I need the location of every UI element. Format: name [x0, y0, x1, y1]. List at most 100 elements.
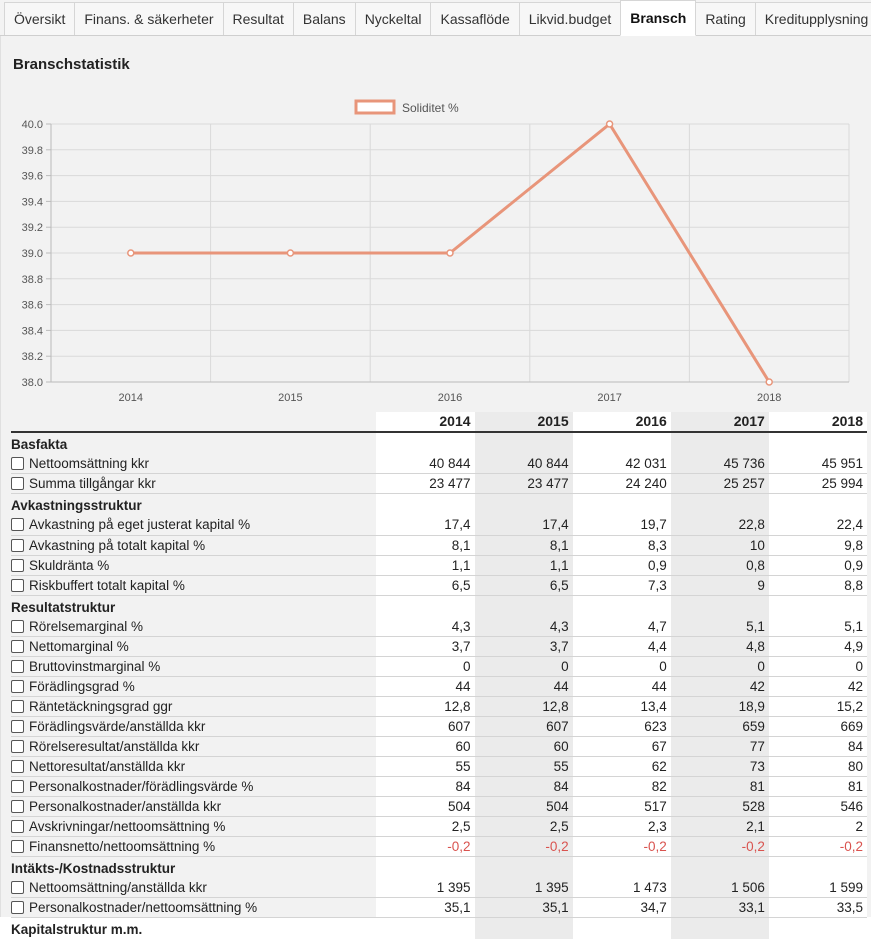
row-checkbox[interactable] [11, 759, 24, 773]
table-row: Avskrivningar/nettoomsättning % 2,5 2,5 2,3… [11, 816, 867, 837]
section-spacer-cell [768, 917, 867, 939]
value-cell: 44 [376, 676, 475, 697]
value-cell: 607 [474, 716, 573, 737]
value-cell: 504 [376, 796, 475, 817]
row-label: Skuldränta % [29, 557, 110, 573]
industry-statistics-table-wrap: 2014 2015 2016 2017 2018 Basfakta Nettoomsätt… [11, 412, 867, 939]
row-checkbox[interactable] [11, 679, 24, 693]
value-cell: 659 [670, 716, 769, 737]
table-header-row: 2014 2015 2016 2017 2018 [11, 412, 867, 433]
value-cell: 4,4 [572, 636, 671, 657]
row-checkbox[interactable] [11, 578, 24, 592]
row-checkbox[interactable] [11, 558, 24, 572]
row-checkbox[interactable] [11, 659, 24, 673]
section-spacer-cell [376, 595, 475, 617]
table-row: Förädlingsgrad % 44 44 44 42 42 [11, 676, 867, 697]
value-cell: 623 [572, 716, 671, 737]
x-tick-label: 2014 [119, 392, 143, 404]
row-label: Riskbuffert totalt kapital % [29, 577, 185, 593]
row-checkbox[interactable] [11, 477, 24, 491]
row-label-cell: Avskrivningar/nettoomsättning % [11, 816, 377, 837]
tab-finans-säkerheter[interactable]: Finans. & säkerheter [74, 2, 224, 35]
value-cell: 17,4 [474, 515, 573, 536]
tab-kreditupplysning[interactable]: Kreditupplysning [754, 2, 871, 35]
value-cell: 25 257 [670, 473, 769, 495]
row-checkbox[interactable] [11, 538, 24, 552]
tab-balans[interactable]: Balans [292, 2, 356, 35]
table-row: Räntetäckningsgrad ggr 12,8 12,8 13,4 18,9 15… [11, 696, 867, 717]
section-spacer-cell [572, 917, 671, 939]
value-cell: 60 [376, 736, 475, 757]
row-checkbox[interactable] [11, 779, 24, 793]
legend-label: Soliditet % [402, 101, 459, 115]
row-label: Nettoresultat/anställda kkr [29, 758, 186, 774]
section-spacer-cell [670, 432, 769, 454]
table-row: Personalkostnader/anställda kkr 504 504 517… [11, 796, 867, 817]
value-cell: 34,7 [572, 897, 671, 919]
value-cell: 2,3 [572, 816, 671, 837]
table-row: Avkastning på totalt kapital % 8,1 8,1 8,3 1… [11, 535, 867, 556]
row-label-cell: Avkastning på eget justerat kapital % [11, 515, 377, 536]
row-checkbox[interactable] [11, 619, 24, 633]
table-row: Rörelseresultat/anställda kkr 60 60 67 77 84 [11, 736, 867, 757]
value-cell: 1 473 [572, 877, 671, 899]
value-cell: 4,8 [670, 636, 769, 657]
value-cell: 0 [474, 656, 573, 677]
y-tick-label: 40.0 [22, 119, 43, 131]
value-cell: 45 951 [768, 454, 867, 475]
row-checkbox[interactable] [11, 881, 24, 895]
value-cell: 1 599 [768, 877, 867, 899]
value-cell: 2,5 [376, 816, 475, 837]
row-label: Nettoomsättning/anställda kkr [29, 880, 207, 896]
year-header: 2015 [474, 412, 573, 433]
row-checkbox[interactable] [11, 739, 24, 753]
row-checkbox[interactable] [11, 699, 24, 713]
row-label: Avkastning på totalt kapital % [29, 537, 206, 553]
row-checkbox[interactable] [11, 901, 24, 915]
main-content: Branschstatistik 38.0 38.2 38.4 38.6 38.8 39.… [0, 36, 871, 939]
x-tick-label: 2017 [597, 392, 621, 404]
value-cell: 73 [670, 756, 769, 777]
value-cell: 40 844 [376, 454, 475, 475]
row-label-cell: Personalkostnader/anställda kkr [11, 796, 377, 817]
data-point [286, 249, 295, 257]
row-checkbox[interactable] [11, 819, 24, 833]
row-checkbox[interactable] [11, 518, 24, 532]
value-cell: 2 [768, 816, 867, 837]
value-cell: 7,3 [572, 575, 671, 596]
value-cell: 8,8 [768, 575, 867, 596]
value-cell: 25 994 [768, 473, 867, 495]
value-cell: 6,5 [474, 575, 573, 596]
tab-rating[interactable]: Rating [695, 2, 756, 35]
value-cell: 10 [670, 535, 769, 556]
section-spacer-cell [768, 432, 867, 454]
row-checkbox[interactable] [11, 639, 24, 653]
section-spacer-cell [572, 856, 671, 878]
row-checkbox[interactable] [11, 457, 24, 471]
value-cell: 0 [376, 656, 475, 677]
tab-likvid-budget[interactable]: Likvid.budget [518, 2, 622, 35]
value-cell: 13,4 [572, 696, 671, 717]
tab-översikt[interactable]: Översikt [4, 2, 76, 35]
value-cell: 1,1 [474, 555, 573, 576]
table-row: Personalkostnader/förädlingsvärde % 84 84 8… [11, 776, 867, 797]
value-cell: 60 [474, 736, 573, 757]
value-cell: 2,5 [474, 816, 573, 837]
row-checkbox[interactable] [11, 799, 24, 813]
value-cell: 35,1 [376, 897, 475, 919]
section-spacer-cell [376, 493, 475, 516]
tab-bransch[interactable]: Bransch [620, 0, 697, 36]
value-cell: 82 [572, 776, 671, 797]
table-row: Nettoomsättning kkr 40 844 40 844 42 031 45 … [11, 454, 867, 475]
row-checkbox[interactable] [11, 719, 24, 733]
row-checkbox[interactable] [11, 839, 24, 853]
value-cell: -0,2 [474, 836, 573, 857]
tab-nyckeltal[interactable]: Nyckeltal [354, 2, 432, 35]
page-title: Branschstatistik [13, 56, 130, 73]
y-tick-label: 39.0 [22, 248, 43, 260]
tab-kassaflöde[interactable]: Kassaflöde [430, 2, 520, 35]
tab-resultat[interactable]: Resultat [222, 2, 294, 35]
row-label: Finansnetto/nettoomsättning % [29, 838, 216, 854]
y-tick-label: 39.2 [22, 222, 43, 234]
row-label: Nettoomsättning kkr [29, 456, 150, 472]
